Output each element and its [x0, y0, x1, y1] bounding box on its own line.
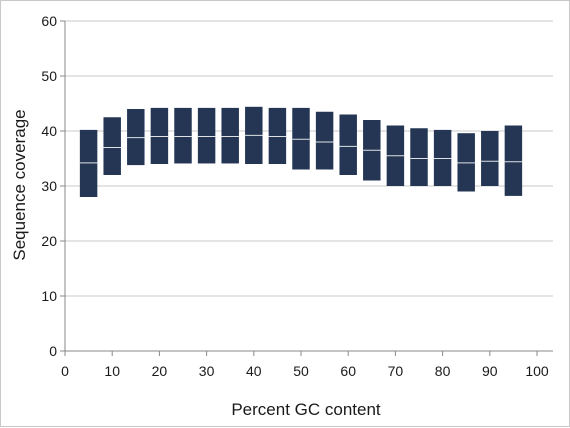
box-10	[103, 117, 121, 175]
box-50	[292, 107, 310, 170]
x-tick-label: 10	[104, 363, 120, 379]
box-30	[197, 107, 216, 164]
box-15	[127, 109, 145, 166]
y-tick-label: 50	[41, 68, 57, 84]
y-tick-labels: 0 10 20 30 40 50 60	[41, 13, 57, 359]
x-tick-label: 90	[482, 363, 498, 379]
box-90	[481, 131, 499, 186]
box-20	[150, 107, 169, 164]
x-tick-label: 70	[388, 363, 404, 379]
box-5	[79, 129, 98, 197]
y-axis-title: Sequence coverage	[10, 109, 29, 260]
x-tick-label: 0	[61, 363, 69, 379]
y-tick-label: 0	[49, 343, 57, 359]
x-axis-title: Percent GC content	[231, 400, 381, 419]
y-tick-label: 10	[41, 288, 57, 304]
x-tick-label: 20	[152, 363, 168, 379]
x-tick-label: 80	[435, 363, 451, 379]
x-tick-label: 50	[293, 363, 309, 379]
box-35	[221, 107, 239, 164]
x-tick-label: 100	[525, 363, 549, 379]
box-80	[433, 129, 452, 186]
box-25	[174, 107, 192, 164]
x-tick-label: 60	[340, 363, 356, 379]
box-85	[457, 133, 475, 192]
y-tick-label: 60	[41, 13, 57, 29]
box-60	[339, 114, 357, 175]
box-45	[268, 107, 287, 164]
y-tick-label: 30	[41, 178, 57, 194]
x-tick-labels: 0 10 20 30 40 50 60 70 80 90 100	[61, 363, 549, 379]
box-75	[410, 128, 428, 186]
box-95	[504, 125, 523, 196]
x-tick-label: 40	[246, 363, 262, 379]
boxes	[79, 106, 523, 197]
axes	[60, 20, 553, 356]
box-55	[315, 111, 334, 170]
x-tick-label: 30	[199, 363, 215, 379]
y-tick-label: 20	[41, 233, 57, 249]
grid-lines	[65, 20, 553, 297]
y-tick-label: 40	[41, 123, 57, 139]
